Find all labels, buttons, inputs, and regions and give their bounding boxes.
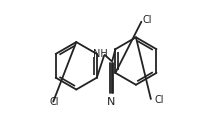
Text: Cl: Cl	[143, 15, 152, 25]
Text: Cl: Cl	[50, 97, 59, 107]
Text: Cl: Cl	[154, 95, 164, 105]
Text: NH: NH	[93, 49, 108, 59]
Text: N: N	[107, 97, 116, 107]
